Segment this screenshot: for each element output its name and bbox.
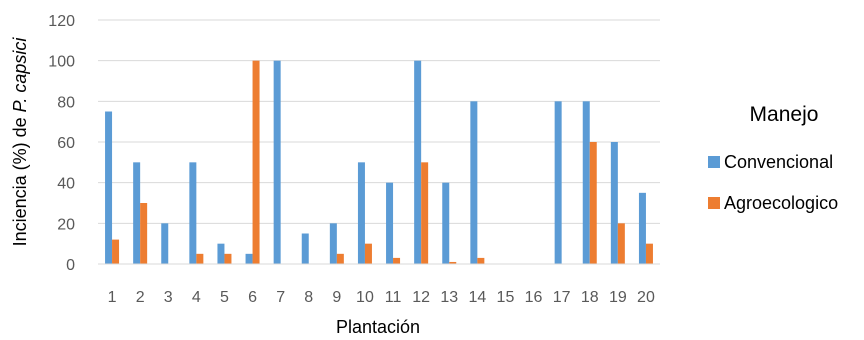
bar-convencional-5 [217, 243, 225, 264]
x-tick-label: 8 [304, 289, 313, 306]
legend-swatch-agroecologico [708, 197, 720, 209]
y-tick-label: 120 [48, 13, 75, 30]
x-tick-label: 5 [220, 289, 229, 306]
x-tick-label: 20 [637, 289, 655, 306]
bar-agroecologico-18 [589, 142, 597, 264]
bar-convencional-17 [554, 101, 562, 264]
bar-agroecologico-20 [645, 243, 653, 264]
bar-convencional-11 [386, 182, 394, 264]
x-tick-label: 13 [440, 289, 458, 306]
bar-convencional-6 [245, 253, 253, 264]
x-tick-label: 1 [108, 289, 117, 306]
x-tick-label: 9 [332, 289, 341, 306]
bar-convencional-12 [414, 60, 422, 264]
bar-agroecologico-1 [112, 239, 120, 264]
y-axis-title: Inciencia (%) de P. capsici [10, 37, 30, 247]
x-tick-label: 7 [276, 289, 285, 306]
bars [105, 60, 653, 264]
x-axis-title: Plantación [336, 317, 420, 337]
bar-convencional-3 [161, 223, 169, 264]
x-tick-label: 11 [385, 289, 402, 306]
bar-convencional-2 [133, 162, 141, 264]
bar-convencional-18 [582, 101, 590, 264]
x-tick-label: 12 [412, 289, 430, 306]
bar-convencional-13 [442, 182, 450, 264]
x-axis-ticks: 1 2 3 4 5 6 7 8 9 10 11 12 13 14 15 16 17 18 19 20 [108, 289, 655, 306]
y-tick-label: 0 [66, 257, 75, 274]
bar-agroecologico-10 [364, 243, 372, 264]
legend-label-agroecologico: Agroecologico [724, 193, 838, 213]
x-tick-label: 3 [164, 289, 173, 306]
x-tick-label: 15 [497, 289, 515, 306]
y-axis-title-italic: P. capsici [10, 37, 30, 113]
x-tick-label: 10 [356, 289, 374, 306]
bar-agroecologico-9 [336, 253, 344, 264]
y-tick-label: 20 [57, 216, 75, 233]
bar-convencional-20 [638, 192, 646, 264]
legend-title: Manejo [750, 103, 819, 126]
bar-agroecologico-19 [617, 223, 625, 264]
x-tick-label: 14 [468, 289, 486, 306]
bar-agroecologico-11 [393, 257, 401, 264]
bar-convencional-4 [189, 162, 197, 264]
bar-convencional-14 [470, 101, 478, 264]
x-tick-label: 19 [609, 289, 627, 306]
bar-convencional-19 [610, 142, 618, 264]
legend: Manejo Convencional Agroecologico [708, 103, 838, 213]
bar-agroecologico-4 [196, 253, 204, 264]
bar-convencional-8 [301, 233, 309, 264]
y-tick-label: 100 [48, 54, 75, 71]
bar-agroecologico-14 [477, 257, 485, 264]
bar-convencional-1 [105, 111, 113, 264]
bar-agroecologico-13 [449, 261, 457, 264]
legend-swatch-convencional [708, 156, 720, 168]
legend-label-convencional: Convencional [724, 152, 833, 172]
y-axis-title-text: Inciencia (%) de [10, 112, 30, 246]
y-tick-label: 80 [57, 94, 75, 111]
y-tick-label: 40 [57, 176, 75, 193]
gridlines [98, 19, 660, 224]
y-tick-label: 60 [57, 135, 75, 152]
y-axis-ticks: 0 20 40 60 80 100 120 [48, 13, 75, 274]
x-tick-label: 18 [581, 289, 599, 306]
bar-agroecologico-6 [252, 60, 260, 264]
bar-convencional-7 [273, 60, 281, 264]
bar-agroecologico-5 [224, 253, 232, 264]
bar-convencional-10 [357, 162, 365, 264]
x-tick-label: 4 [192, 289, 201, 306]
x-tick-label: 6 [248, 289, 257, 306]
bar-agroecologico-12 [421, 162, 429, 264]
x-tick-label: 16 [525, 289, 543, 306]
bar-agroecologico-2 [140, 203, 148, 264]
x-tick-label: 2 [136, 289, 145, 306]
bar-convencional-9 [329, 223, 337, 264]
x-tick-label: 17 [553, 289, 571, 306]
